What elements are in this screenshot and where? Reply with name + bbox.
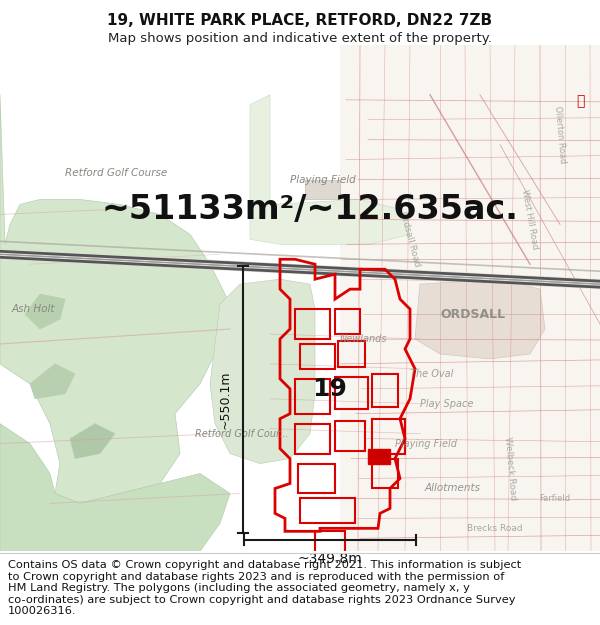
Text: ~550.1m: ~550.1m bbox=[218, 371, 232, 429]
Text: Playing Field: Playing Field bbox=[290, 174, 356, 184]
Bar bbox=[368, 449, 390, 464]
Polygon shape bbox=[70, 424, 115, 459]
Text: West Hill Road: West Hill Road bbox=[520, 189, 539, 250]
Text: ␗: ␗ bbox=[576, 94, 584, 108]
Polygon shape bbox=[340, 45, 600, 551]
Text: Retford Golf Cour...: Retford Golf Cour... bbox=[195, 429, 289, 439]
Text: Farfield: Farfield bbox=[539, 494, 571, 503]
Text: 19: 19 bbox=[313, 377, 347, 401]
Polygon shape bbox=[0, 249, 600, 289]
Text: Contains OS data © Crown copyright and database right 2021. This information is : Contains OS data © Crown copyright and d… bbox=[8, 560, 521, 616]
Text: Welbeck Road: Welbeck Road bbox=[503, 436, 517, 501]
Text: 19, WHITE PARK PLACE, RETFORD, DN22 7ZB: 19, WHITE PARK PLACE, RETFORD, DN22 7ZB bbox=[107, 12, 493, 28]
Text: Retford Golf Course: Retford Golf Course bbox=[65, 168, 167, 177]
Polygon shape bbox=[0, 424, 230, 551]
Text: Map shows position and indicative extent of the property.: Map shows position and indicative extent… bbox=[108, 32, 492, 46]
Text: Play Space: Play Space bbox=[420, 399, 473, 409]
Text: Ollerton Road: Ollerton Road bbox=[553, 106, 567, 164]
Text: Brecks Road: Brecks Road bbox=[467, 524, 523, 533]
Text: Ash Holt: Ash Holt bbox=[12, 304, 56, 314]
Text: ~349.8m: ~349.8m bbox=[298, 552, 362, 566]
Polygon shape bbox=[415, 279, 545, 359]
Text: ORDSALL: ORDSALL bbox=[440, 308, 505, 321]
Text: Playing Field: Playing Field bbox=[395, 439, 457, 449]
Text: Allotments: Allotments bbox=[425, 484, 481, 494]
Polygon shape bbox=[0, 95, 230, 503]
Polygon shape bbox=[30, 364, 75, 399]
Text: The Oval: The Oval bbox=[410, 369, 454, 379]
Text: ~51133m²/~12.635ac.: ~51133m²/~12.635ac. bbox=[101, 193, 518, 226]
Polygon shape bbox=[25, 294, 65, 329]
Polygon shape bbox=[210, 279, 315, 464]
Bar bbox=[305, 179, 340, 199]
Polygon shape bbox=[250, 95, 410, 244]
Text: Ordsall Road: Ordsall Road bbox=[398, 211, 422, 268]
Text: Newlands: Newlands bbox=[340, 334, 388, 344]
